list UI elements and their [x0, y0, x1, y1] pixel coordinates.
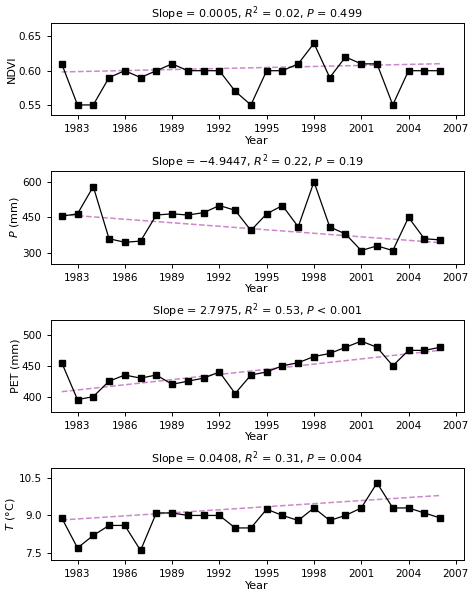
Y-axis label: PET (mm): PET (mm)	[10, 339, 20, 393]
Y-axis label: NDVI: NDVI	[7, 55, 17, 83]
Title: Slope = 2.7975, $R^2$ = 0.53, $P$ < 0.001: Slope = 2.7975, $R^2$ = 0.53, $P$ < 0.00…	[152, 301, 362, 320]
Y-axis label: $P$ (mm): $P$ (mm)	[8, 196, 20, 238]
Y-axis label: $T$ (°C): $T$ (°C)	[4, 497, 17, 531]
Title: Slope = 0.0005, $R^2$ = 0.02, $P$ = 0.499: Slope = 0.0005, $R^2$ = 0.02, $P$ = 0.49…	[152, 4, 363, 23]
Title: Slope = 0.0408, $R^2$ = 0.31, $P$ = 0.004: Slope = 0.0408, $R^2$ = 0.31, $P$ = 0.00…	[151, 449, 363, 468]
X-axis label: Year: Year	[246, 136, 269, 146]
X-axis label: Year: Year	[246, 581, 269, 591]
X-axis label: Year: Year	[246, 284, 269, 294]
X-axis label: Year: Year	[246, 433, 269, 443]
Title: Slope = $-$4.9447, $R^2$ = 0.22, $P$ = 0.19: Slope = $-$4.9447, $R^2$ = 0.22, $P$ = 0…	[151, 152, 364, 171]
